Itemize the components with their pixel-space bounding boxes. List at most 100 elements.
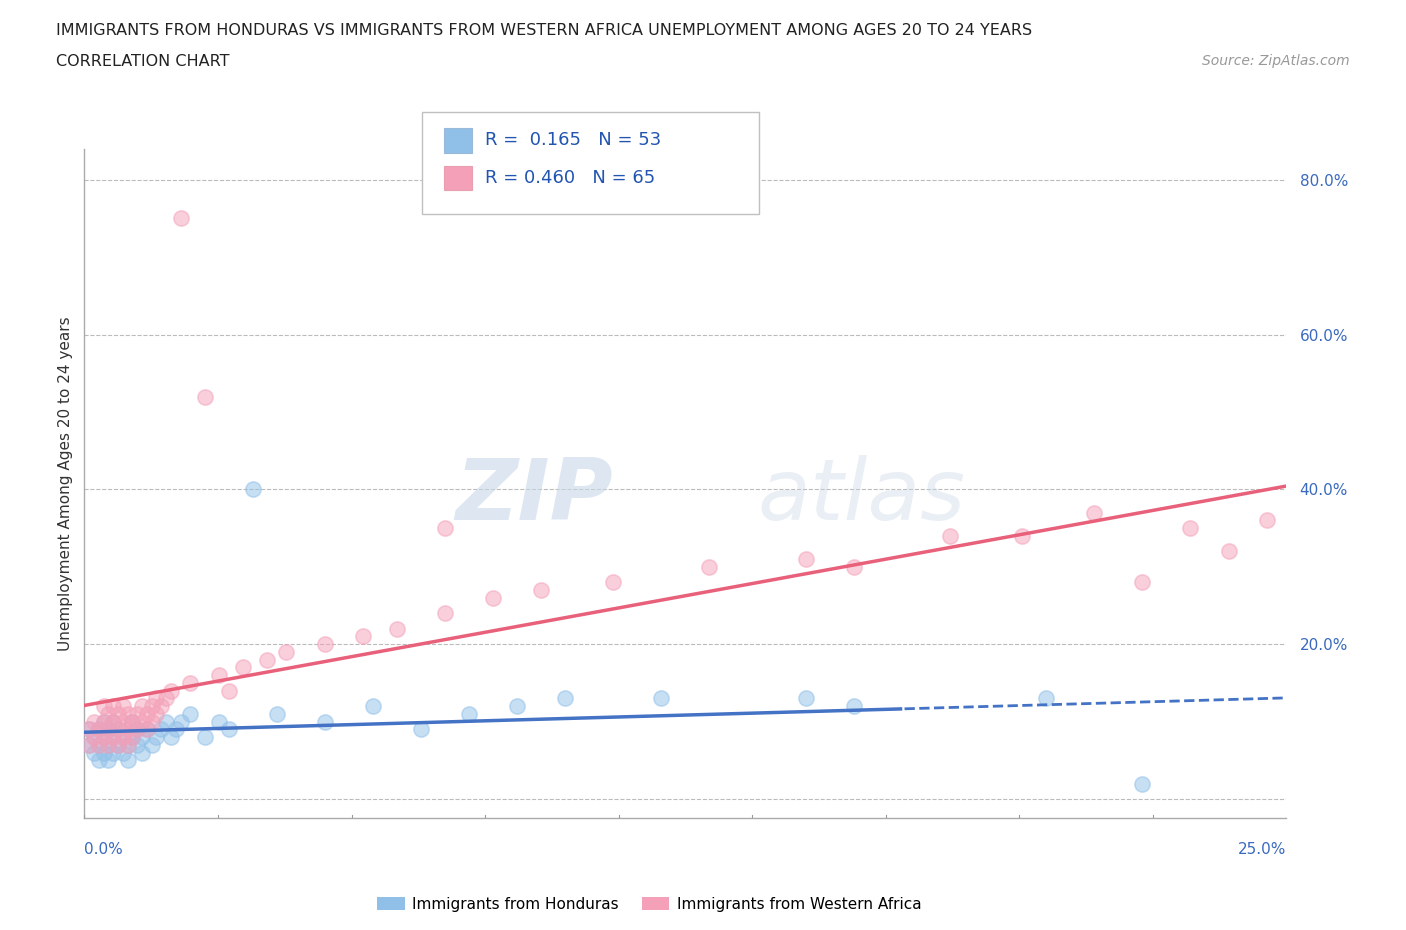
Point bbox=[939, 528, 962, 543]
Point bbox=[103, 745, 125, 760]
Point bbox=[794, 691, 817, 706]
Point bbox=[83, 730, 105, 745]
Point bbox=[103, 730, 125, 745]
Text: 25.0%: 25.0% bbox=[1239, 842, 1286, 857]
Point bbox=[87, 737, 110, 752]
Point bbox=[83, 714, 105, 729]
Point bbox=[87, 722, 110, 737]
Point bbox=[83, 730, 105, 745]
Point bbox=[103, 714, 125, 729]
Point bbox=[1130, 777, 1153, 791]
Point bbox=[409, 722, 432, 737]
Point bbox=[232, 660, 254, 675]
Point bbox=[117, 707, 139, 722]
Point bbox=[276, 644, 298, 659]
Point bbox=[97, 737, 120, 752]
Point bbox=[127, 722, 149, 737]
Point bbox=[131, 745, 153, 760]
Point bbox=[145, 707, 167, 722]
Point bbox=[127, 737, 149, 752]
Point bbox=[145, 730, 167, 745]
Point bbox=[107, 722, 129, 737]
Point bbox=[1180, 521, 1202, 536]
Point bbox=[1130, 575, 1153, 590]
Point bbox=[93, 714, 115, 729]
Point bbox=[1218, 544, 1240, 559]
Point bbox=[77, 737, 100, 752]
Point bbox=[842, 698, 865, 713]
Point bbox=[135, 707, 157, 722]
Point bbox=[434, 521, 457, 536]
Point bbox=[93, 730, 115, 745]
Point bbox=[127, 707, 149, 722]
Point bbox=[242, 482, 264, 497]
Point bbox=[77, 737, 100, 752]
Point bbox=[97, 722, 120, 737]
Point bbox=[121, 730, 143, 745]
Point bbox=[93, 745, 115, 760]
Point bbox=[111, 730, 134, 745]
Point bbox=[117, 753, 139, 768]
Point bbox=[602, 575, 624, 590]
Text: R = 0.460   N = 65: R = 0.460 N = 65 bbox=[485, 168, 655, 187]
Point bbox=[179, 675, 201, 690]
Point bbox=[131, 698, 153, 713]
Point bbox=[385, 621, 408, 636]
Point bbox=[160, 684, 183, 698]
Point bbox=[135, 722, 157, 737]
Point bbox=[107, 737, 129, 752]
Text: ZIP: ZIP bbox=[456, 456, 613, 538]
Point bbox=[155, 691, 177, 706]
Point bbox=[111, 698, 134, 713]
Point bbox=[266, 707, 288, 722]
Point bbox=[121, 714, 143, 729]
Point bbox=[103, 730, 125, 745]
Point bbox=[93, 730, 115, 745]
Point bbox=[93, 714, 115, 729]
Point bbox=[107, 722, 129, 737]
Point bbox=[121, 714, 143, 729]
Point bbox=[165, 722, 187, 737]
Point bbox=[93, 698, 115, 713]
Point bbox=[208, 668, 231, 683]
Point bbox=[127, 722, 149, 737]
Point bbox=[97, 737, 120, 752]
Point bbox=[97, 753, 120, 768]
Point bbox=[141, 714, 163, 729]
Point bbox=[842, 559, 865, 574]
Point bbox=[194, 389, 217, 404]
Y-axis label: Unemployment Among Ages 20 to 24 years: Unemployment Among Ages 20 to 24 years bbox=[58, 316, 73, 651]
Point bbox=[111, 730, 134, 745]
Point bbox=[117, 722, 139, 737]
Point bbox=[107, 707, 129, 722]
Text: atlas: atlas bbox=[758, 456, 966, 538]
Point bbox=[83, 745, 105, 760]
Point bbox=[117, 737, 139, 752]
Point bbox=[97, 707, 120, 722]
Point bbox=[87, 753, 110, 768]
Point bbox=[111, 714, 134, 729]
Point bbox=[141, 698, 163, 713]
Text: R =  0.165   N = 53: R = 0.165 N = 53 bbox=[485, 131, 661, 150]
Point bbox=[208, 714, 231, 729]
Point bbox=[256, 652, 278, 667]
Point bbox=[1256, 513, 1278, 528]
Point bbox=[218, 684, 240, 698]
Point bbox=[361, 698, 384, 713]
Point bbox=[699, 559, 721, 574]
Point bbox=[160, 730, 183, 745]
Point bbox=[650, 691, 672, 706]
Point bbox=[117, 737, 139, 752]
Point bbox=[1035, 691, 1057, 706]
Point bbox=[434, 605, 457, 620]
Point bbox=[458, 707, 481, 722]
Point bbox=[314, 714, 336, 729]
Point bbox=[87, 722, 110, 737]
Point bbox=[103, 698, 125, 713]
Legend: Immigrants from Honduras, Immigrants from Western Africa: Immigrants from Honduras, Immigrants fro… bbox=[371, 891, 928, 918]
Text: 0.0%: 0.0% bbox=[84, 842, 124, 857]
Point bbox=[352, 629, 374, 644]
Point bbox=[482, 591, 505, 605]
Point bbox=[506, 698, 529, 713]
Point bbox=[87, 737, 110, 752]
